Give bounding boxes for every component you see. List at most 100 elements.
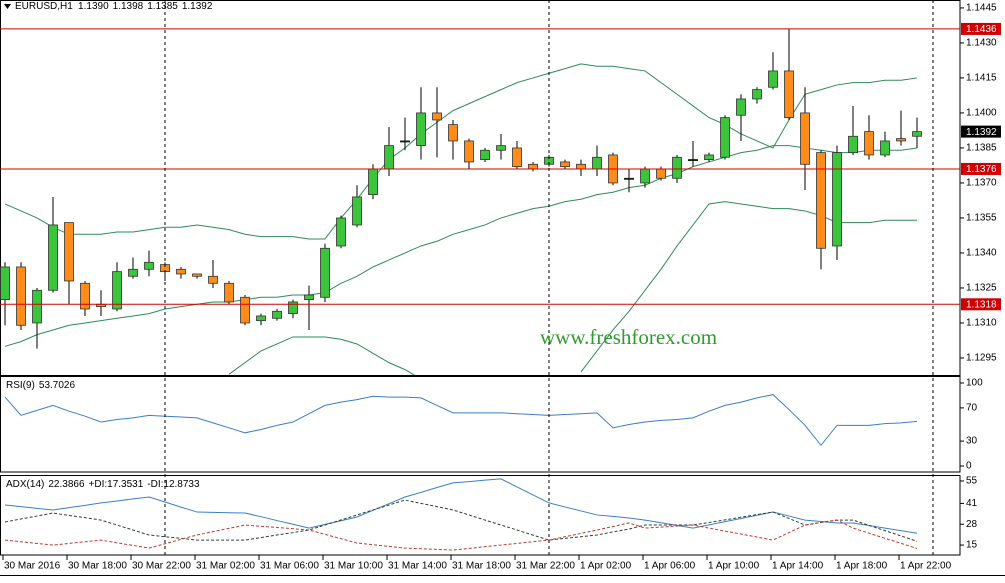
- y-tick-label: 55: [966, 476, 978, 487]
- candle-body: [448, 124, 458, 142]
- candle-body: [304, 294, 314, 301]
- y-tick-label: 1.1355: [966, 213, 997, 224]
- candle-body: [208, 275, 218, 284]
- candle-body: [192, 273, 202, 277]
- candle-body: [80, 282, 90, 310]
- axes: 1.1445 1.1430 1.1415 1.1400 1.1385 1.1370 1.13…: [2, 3, 1001, 572]
- main-panel-frame: [0, 0, 961, 376]
- y-tick-label: 1.1445: [966, 3, 997, 14]
- ohlc-value: 1.1392: [182, 1, 213, 12]
- adx-header: ADX(14) 22.3866 +DI:17.3531 -DI:12.8733: [6, 479, 200, 490]
- candle-body: [512, 147, 522, 168]
- candle-body: [464, 140, 474, 163]
- y-tick-label: 15: [966, 540, 978, 551]
- candle-body: [288, 301, 298, 315]
- candle-body: [592, 156, 602, 170]
- ohlc-value: 1.1390: [78, 1, 109, 12]
- candle-body: [800, 112, 810, 165]
- indicator-value: 17.3531: [107, 479, 144, 490]
- candle-body: [112, 271, 122, 310]
- candle-body: [768, 70, 778, 88]
- y-tick-label: 70: [966, 403, 978, 414]
- candle-body: [880, 140, 890, 156]
- price-header: EURUSD,H1 1.1390 1.1398 1.1385 1.1392: [15, 1, 213, 12]
- adx-plot: [4, 478, 918, 551]
- price-plot: [0, 28, 960, 375]
- y-tick-label: 1.1400: [966, 108, 997, 119]
- rsi-panel-frame: [0, 376, 961, 473]
- candle-body: [784, 70, 794, 119]
- x-tick-label: 31 Mar 18:00: [452, 561, 511, 572]
- adx-panel-frame: [0, 475, 961, 556]
- bollinger-band: [228, 201, 917, 375]
- candle-body: [336, 217, 346, 247]
- candle-body: [912, 131, 922, 137]
- candle-body: [0, 266, 10, 301]
- candle-body: [272, 310, 282, 319]
- candle-body: [352, 196, 362, 226]
- y-tick-label: 1.1325: [966, 283, 997, 294]
- y-tick-label: 1.1430: [966, 38, 997, 49]
- level-label-box: [961, 162, 1001, 175]
- y-tick-label: 1.1415: [966, 73, 997, 84]
- y-tick-label: 0: [966, 461, 972, 472]
- candle-body: [240, 296, 250, 324]
- indicator-line: [4, 499, 918, 542]
- candle-body: [848, 135, 858, 154]
- x-tick-label: 31 Mar 14:00: [388, 561, 447, 572]
- y-tick-label: 1.1340: [966, 248, 997, 259]
- y-tick-label: 1.1310: [966, 318, 997, 329]
- candle-body: [64, 222, 74, 282]
- indicator-name: RSI(9): [6, 380, 35, 391]
- x-tick-label: 1 Apr 22:00: [900, 561, 952, 572]
- indicator-value: 12.8733: [163, 479, 200, 490]
- x-tick-label: 31 Mar 02:00: [196, 561, 255, 572]
- y-tick-label: 28: [966, 519, 978, 530]
- candle-body: [416, 112, 426, 147]
- x-tick-label: 1 Apr 10:00: [708, 561, 760, 572]
- level-label-box: [961, 22, 1001, 35]
- candle-body: [736, 98, 746, 116]
- y-tick-label: 41: [966, 498, 978, 509]
- candle-body: [128, 268, 138, 277]
- indicator-line: [4, 394, 918, 447]
- candle-body: [816, 152, 826, 249]
- indicator-name: ADX(14): [6, 479, 44, 490]
- x-tick-label: 31 Mar 22:00: [516, 561, 575, 572]
- candle-body: [400, 140, 410, 143]
- candle-body: [640, 168, 650, 184]
- candle-body: [496, 145, 506, 151]
- candle-body: [624, 177, 634, 180]
- candle-body: [224, 282, 234, 303]
- candle-body: [528, 163, 538, 170]
- last-price-box: [961, 125, 1001, 138]
- candle-body: [832, 152, 842, 247]
- candle-body: [320, 247, 330, 298]
- x-tick-label: 30 Mar 22:00: [132, 561, 191, 572]
- bollinger-band: [4, 63, 918, 240]
- candle-body: [752, 89, 762, 100]
- ohlc-value: 1.1385: [147, 1, 178, 12]
- candle-body: [720, 117, 730, 158]
- candle-body: [480, 149, 490, 161]
- candle-body: [560, 161, 570, 168]
- rsi-plot: [4, 394, 918, 447]
- indicator-value: 22.3866: [48, 479, 85, 490]
- candle-body: [384, 145, 394, 170]
- symbol: EURUSD,H1: [15, 1, 73, 12]
- x-tick-label: 1 Apr 18:00: [836, 561, 888, 572]
- indicator-name: -DI:: [147, 479, 163, 490]
- x-tick-label: 31 Mar 10:00: [324, 561, 383, 572]
- candle-body: [688, 159, 698, 162]
- indicator-line: [4, 519, 918, 551]
- menu-icon[interactable]: [4, 4, 11, 9]
- x-tick-label: 30 Mar 18:00: [68, 561, 127, 572]
- candle-body: [144, 261, 154, 270]
- candle-body: [672, 156, 682, 179]
- y-tick-label: 1.1385: [966, 143, 997, 154]
- candle-body: [48, 224, 58, 291]
- rsi-header: RSI(9) 53.7026: [6, 380, 75, 391]
- candle-body: [256, 315, 266, 322]
